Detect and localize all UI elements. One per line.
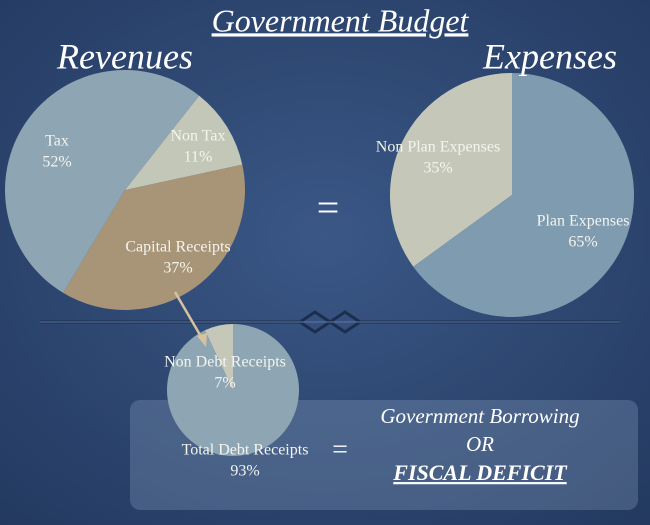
pies: Tax 52% Non Tax 11% Capital Receipts 37% Reven… xyxy=(5,36,634,480)
pie-title: Revenues xyxy=(56,36,193,76)
conclusion-line: OR xyxy=(466,432,494,456)
slice-value: 37% xyxy=(163,260,192,277)
arrow-head xyxy=(197,333,207,347)
pie-slice xyxy=(63,164,245,311)
slice-label: Capital Receipts xyxy=(125,239,230,256)
slice-value: 52% xyxy=(42,154,71,171)
slice-value: 11% xyxy=(184,149,213,166)
conclusion-line: Government Borrowing xyxy=(380,404,579,428)
equals-sign: = xyxy=(332,434,348,465)
slide-title: Government Budget xyxy=(212,2,470,38)
pie-slice xyxy=(204,324,233,390)
slice-label: Non Plan Expenses xyxy=(376,139,500,156)
pie-slice xyxy=(125,95,243,190)
divider xyxy=(40,310,620,334)
slice-label: Non Debt Receipts xyxy=(164,354,286,371)
conclusion-line: FISCAL DEFICIT xyxy=(392,460,568,485)
equals-sign: = xyxy=(317,185,340,230)
slice-value: 65% xyxy=(568,234,597,251)
slice-label: Total Debt Receipts xyxy=(182,442,309,459)
pie-slice xyxy=(166,324,299,456)
slice-label: Tax xyxy=(45,133,69,150)
slice-label: Plan Expenses xyxy=(537,213,630,230)
slice-value: 7% xyxy=(214,375,235,392)
pie-slice xyxy=(413,73,634,318)
slice-label: Non Tax xyxy=(170,128,225,145)
pie-slice xyxy=(5,70,200,293)
arrow xyxy=(173,291,205,341)
slice-value: 93% xyxy=(230,463,259,480)
pie-title: Expenses xyxy=(482,36,617,76)
pie-slice xyxy=(390,73,512,267)
slice-value: 35% xyxy=(423,160,452,177)
